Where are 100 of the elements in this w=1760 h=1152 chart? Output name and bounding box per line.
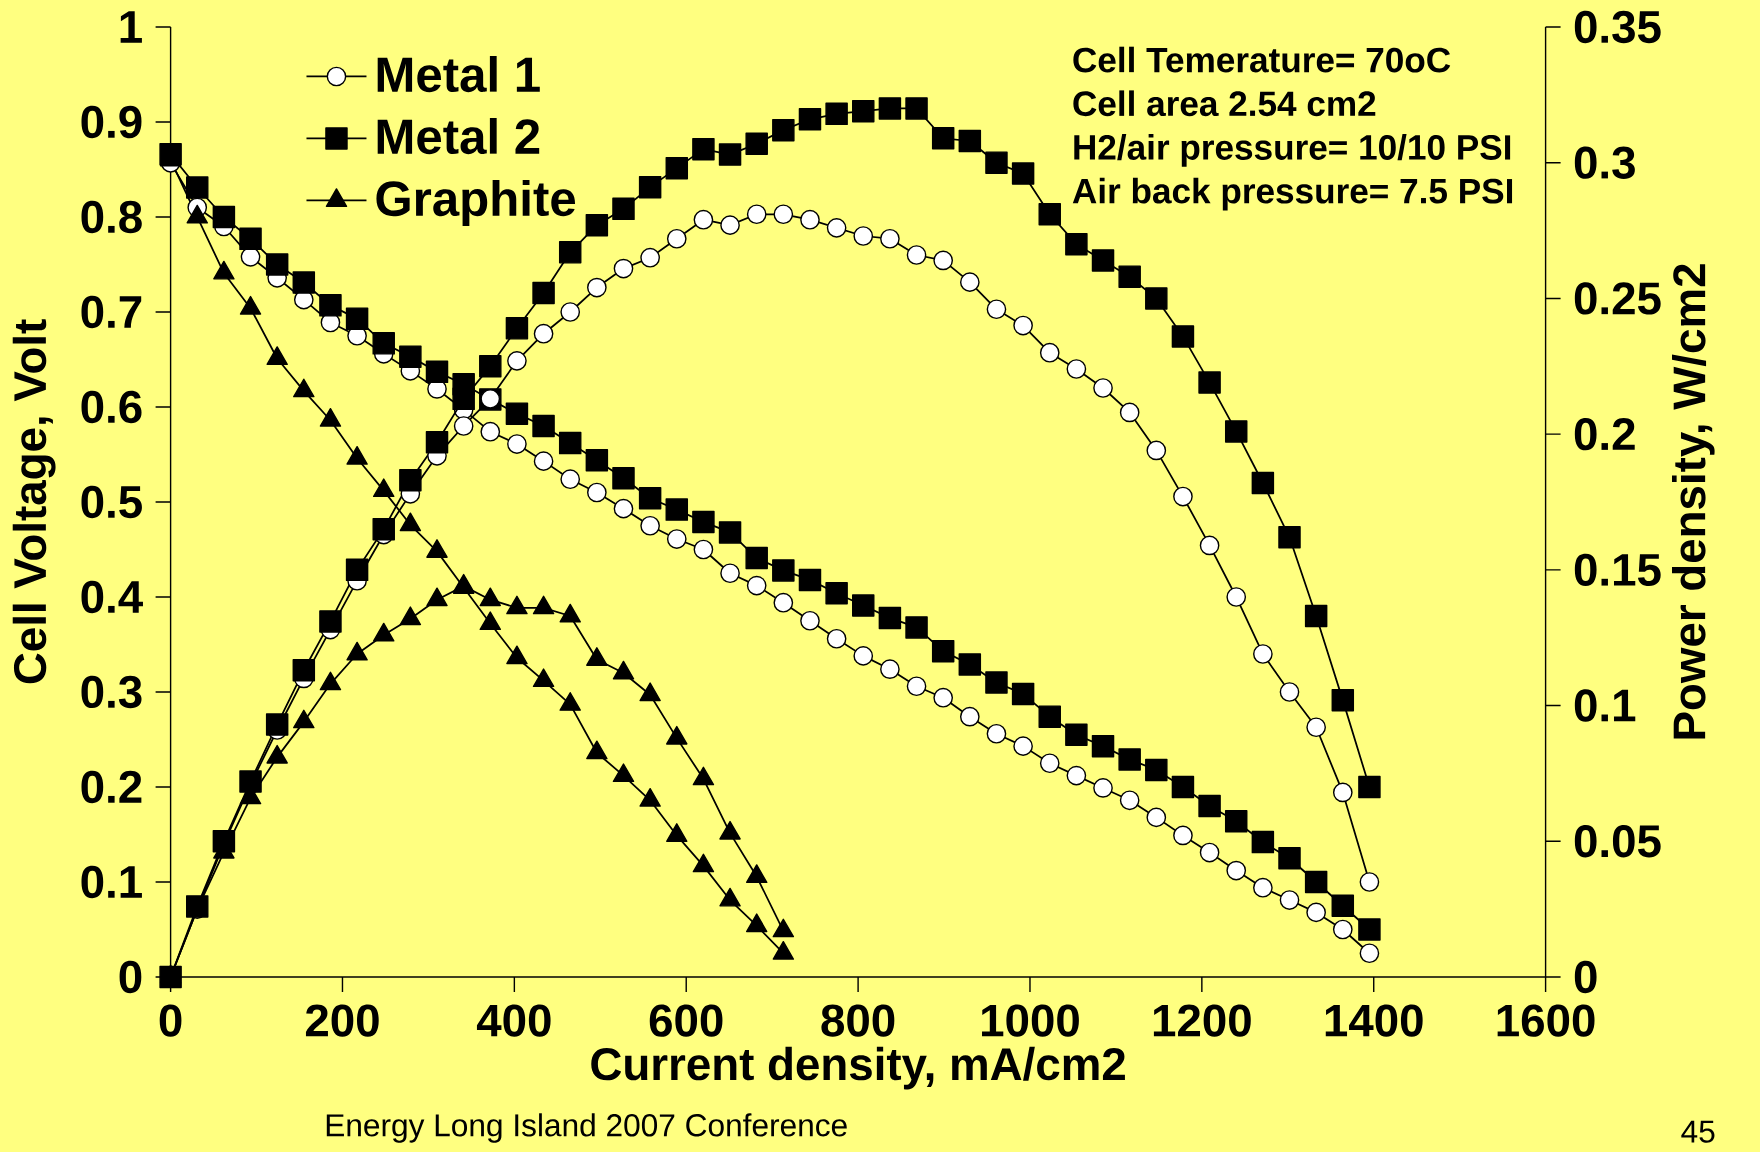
point <box>665 498 689 521</box>
point <box>880 659 900 680</box>
point <box>1332 782 1353 803</box>
point <box>852 594 875 617</box>
point <box>986 723 1007 744</box>
point <box>1306 717 1326 738</box>
point <box>931 639 955 663</box>
point <box>718 143 742 166</box>
point <box>1145 758 1168 782</box>
point <box>906 676 927 697</box>
point <box>425 431 449 454</box>
point <box>666 529 687 549</box>
x-tick-label: 1000 <box>982 1004 1079 1037</box>
point <box>585 213 609 237</box>
point <box>558 431 582 455</box>
y2-tick-label: 0.25 <box>1574 282 1661 315</box>
point <box>1171 775 1195 799</box>
point <box>1013 315 1033 336</box>
point <box>425 360 449 384</box>
y-tick-label: 0.8 <box>81 200 142 234</box>
text: 45 <box>1681 1120 1715 1143</box>
point <box>773 204 794 225</box>
y-tick-label: 0.7 <box>81 295 142 329</box>
point <box>1091 734 1115 758</box>
point <box>1251 471 1275 495</box>
point <box>292 271 316 294</box>
point <box>1119 402 1140 423</box>
point <box>505 402 529 425</box>
point <box>612 466 635 490</box>
point <box>292 659 316 682</box>
point <box>640 247 660 268</box>
point <box>372 332 395 355</box>
point <box>1331 894 1355 917</box>
point <box>1199 842 1220 863</box>
point <box>1173 825 1193 846</box>
point <box>745 546 768 570</box>
point <box>507 351 527 371</box>
point <box>345 558 369 582</box>
point <box>880 228 900 249</box>
y-tick-label: 0 <box>119 960 142 994</box>
text: Energy Long Island 2007 Conference <box>326 1113 847 1143</box>
y2-tick-label: 0.1 <box>1574 689 1636 722</box>
point <box>852 99 875 123</box>
point <box>372 517 395 541</box>
x-tick-label: 400 <box>476 1004 551 1037</box>
legend-label: Metal 1 <box>377 55 540 93</box>
point <box>905 97 928 120</box>
point <box>693 539 714 560</box>
point <box>613 498 634 519</box>
point <box>933 250 954 271</box>
y2-tick-label: 0 <box>1574 960 1597 994</box>
point <box>906 245 927 265</box>
point <box>240 247 261 267</box>
point <box>798 568 822 592</box>
point <box>745 132 768 155</box>
point <box>1038 705 1061 728</box>
point <box>1251 830 1275 854</box>
point <box>1331 688 1355 712</box>
point <box>1199 535 1220 556</box>
x-tick-label: 200 <box>305 1004 379 1037</box>
point <box>585 448 609 472</box>
point <box>560 302 581 322</box>
point <box>1304 604 1328 628</box>
y-axis-title: Cell Voltage, Volt <box>12 319 56 684</box>
point <box>239 770 262 793</box>
point <box>825 102 848 126</box>
point <box>1358 918 1381 941</box>
point <box>959 706 980 727</box>
point <box>319 610 342 633</box>
point <box>826 218 847 238</box>
point <box>345 307 369 330</box>
point <box>665 156 689 180</box>
point <box>480 421 501 442</box>
point <box>958 129 982 153</box>
point <box>533 323 554 344</box>
point <box>959 272 980 292</box>
point <box>1011 682 1035 706</box>
point <box>1093 778 1113 798</box>
point <box>1304 870 1328 894</box>
point <box>1359 872 1380 892</box>
point <box>1065 723 1088 746</box>
annotation: Air back pressure= 7.5 PSI <box>1072 177 1513 211</box>
y-tick-label: 1 <box>120 11 142 43</box>
point <box>479 355 502 378</box>
point <box>1146 807 1167 828</box>
point <box>265 253 289 276</box>
y2-tick-label: 0.05 <box>1574 825 1661 858</box>
y-tick-label: 0.6 <box>81 390 142 424</box>
point <box>772 559 795 582</box>
point <box>239 227 262 251</box>
y-tick-label: 0.5 <box>81 485 142 519</box>
point <box>507 434 527 454</box>
point <box>692 137 715 161</box>
point <box>1146 440 1167 461</box>
point <box>718 521 742 544</box>
point <box>1093 378 1113 398</box>
point <box>533 451 554 471</box>
point <box>800 209 820 230</box>
point <box>1119 790 1140 811</box>
point <box>1226 860 1247 881</box>
